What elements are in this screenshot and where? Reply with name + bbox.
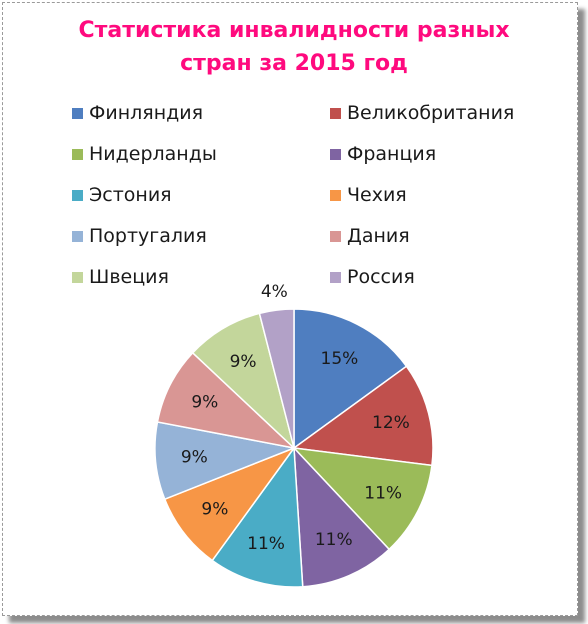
pie-slice — [156, 351, 297, 450]
slice-data-label: 11% — [247, 534, 285, 554]
slice-data-label: 15% — [321, 349, 359, 369]
pie-slice — [292, 365, 434, 467]
pie-slice — [293, 308, 408, 450]
legend-item: Эстония — [72, 183, 172, 207]
slice-data-label: 11% — [364, 483, 402, 503]
slice-data-label: 12% — [372, 413, 410, 433]
legend-item: Россия — [330, 265, 415, 289]
slice-data-label: 4% — [261, 282, 288, 302]
pie-slice — [191, 312, 296, 451]
legend-item: Дания — [330, 224, 410, 248]
pie-slice — [293, 445, 391, 588]
legend-label: Чехия — [347, 184, 407, 206]
legend-label: Россия — [347, 266, 415, 288]
legend-label: Эстония — [89, 184, 172, 206]
legend-label: Франция — [347, 143, 437, 165]
legend-swatch — [72, 148, 83, 160]
legend-label: Нидерланды — [89, 143, 217, 165]
slice-data-label: 9% — [201, 499, 228, 519]
legend-swatch — [330, 189, 341, 201]
legend-swatch — [330, 148, 341, 160]
slice-data-label: 9% — [191, 393, 218, 413]
pie-slice — [258, 308, 295, 449]
legend-swatch — [72, 230, 83, 242]
legend-swatch — [330, 230, 341, 242]
legend-label: Дания — [347, 225, 410, 247]
pie-slice — [211, 445, 304, 588]
pie-slice — [154, 421, 297, 501]
legend-item: Португалия — [72, 224, 207, 248]
legend-label: Финляндия — [89, 102, 204, 124]
chart-title: Статистика инвалидности разных стран за … — [0, 14, 588, 80]
legend-item: Великобритания — [330, 101, 514, 125]
slice-data-label: 9% — [230, 352, 257, 372]
pie-slice — [163, 446, 297, 562]
legend-item: Нидерланды — [72, 142, 217, 166]
slice-data-label: 9% — [181, 447, 208, 467]
legend-swatch — [72, 271, 83, 283]
legend-swatch — [72, 107, 83, 119]
pie-slice — [292, 446, 433, 551]
legend-swatch — [72, 189, 83, 201]
legend-item: Финляндия — [72, 101, 203, 125]
slice-data-label: 11% — [315, 530, 353, 550]
legend-swatch — [330, 271, 341, 283]
chart-title-line-2: стран за 2015 год — [180, 51, 408, 76]
legend-item: Чехия — [330, 183, 407, 207]
legend-label: Великобритания — [347, 102, 515, 124]
legend-item: Франция — [330, 142, 436, 166]
legend-label: Португалия — [89, 225, 207, 247]
legend-item: Швеция — [72, 265, 169, 289]
legend-label: Швеция — [89, 266, 169, 288]
legend-swatch — [330, 107, 341, 119]
chart-title-line-1: Статистика инвалидности разных — [78, 18, 510, 43]
